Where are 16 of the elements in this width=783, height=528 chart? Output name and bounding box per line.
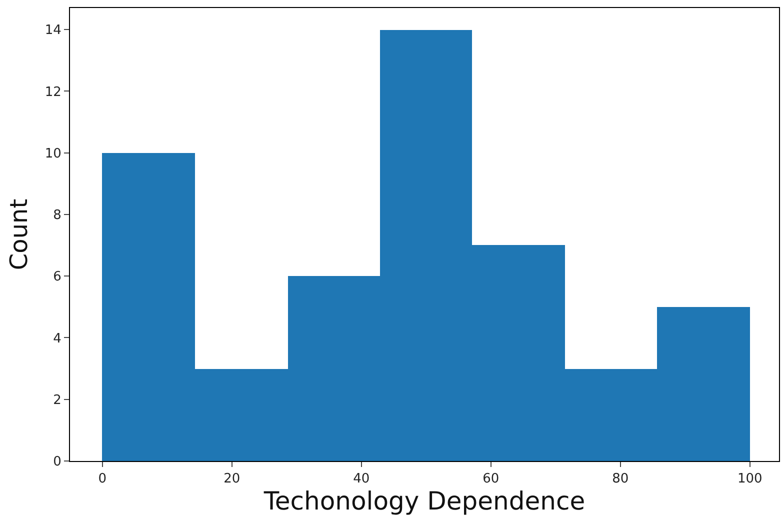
x-tick-label: 0 [98,472,107,487]
y-axis-title: Count [4,198,33,270]
y-tick-label: 10 [44,146,62,162]
y-tick-label: 4 [53,331,62,346]
y-tick-label: 6 [53,270,62,285]
x-tick-label: 20 [224,472,240,487]
x-tick-label: 60 [482,472,500,487]
y-tick-label: 0 [53,454,62,470]
x-axis-title: Techonology Dependence [262,486,586,516]
y-tick-label: 2 [53,392,62,408]
y-tick-label: 12 [44,84,62,100]
y-tick-label: 8 [53,208,62,224]
x-tick-label: 80 [612,472,629,487]
y-tick-label: 14 [44,23,62,38]
x-tick-label: 40 [353,472,370,487]
x-tick-label: 100 [737,472,762,487]
